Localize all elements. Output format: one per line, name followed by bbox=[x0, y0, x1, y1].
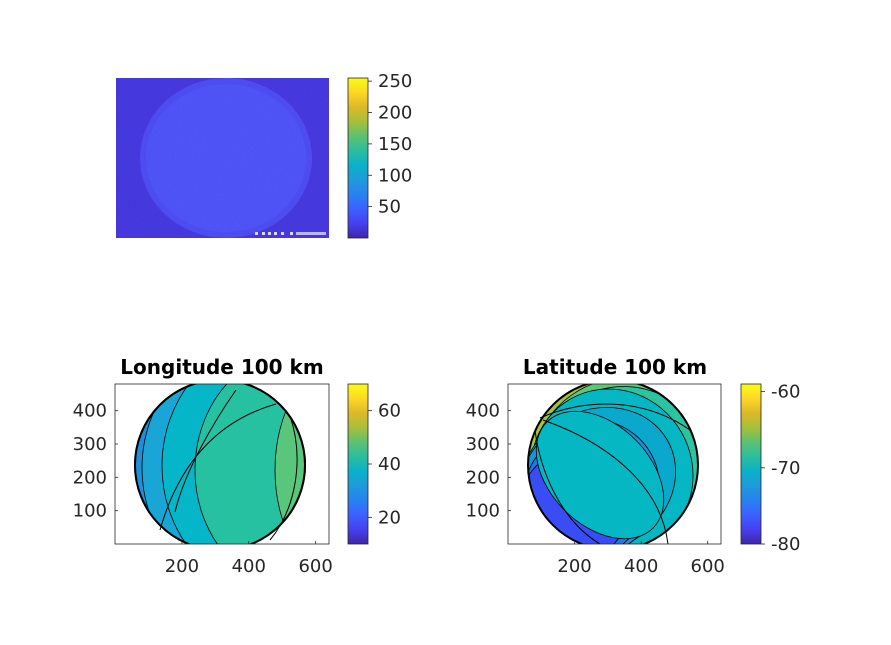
x-tick-label: 400 bbox=[624, 556, 658, 577]
y-tick-label: 400 bbox=[466, 401, 500, 422]
y-tick-label: 100 bbox=[73, 501, 107, 522]
colorbar-tick-label: 20 bbox=[378, 507, 401, 528]
colorbar-tick-label: 250 bbox=[378, 71, 412, 92]
latitude-colorbar: -60 -70 -80 bbox=[740, 382, 800, 555]
colorbar-tick-label: 150 bbox=[378, 134, 412, 155]
y-tick-label: 400 bbox=[73, 401, 107, 422]
image-noise bbox=[116, 78, 329, 238]
longitude-contour bbox=[159, 403, 277, 531]
colorbar-tick-label: 100 bbox=[378, 165, 412, 186]
latitude-panel: Latitude 100 km 200 400 600 100 200 300 400 -6… bbox=[466, 355, 801, 577]
colorbar-tick-label: -80 bbox=[771, 534, 800, 555]
x-tick-label: 600 bbox=[298, 556, 332, 577]
latitude-disc-rim bbox=[527, 384, 699, 544]
x-tick-label: 400 bbox=[232, 556, 266, 577]
longitude-disc-rim bbox=[134, 384, 306, 544]
latitude-contour bbox=[542, 419, 669, 544]
image-overlay-text bbox=[255, 232, 326, 235]
latitude-contour bbox=[539, 403, 691, 431]
colorbar-tick-label: 40 bbox=[378, 454, 401, 475]
x-tick-label: 200 bbox=[165, 556, 199, 577]
y-tick-label: 300 bbox=[73, 434, 107, 455]
x-tick-label: 200 bbox=[557, 556, 591, 577]
colorbar-gradient bbox=[348, 78, 368, 238]
colorbar-tick-label: 50 bbox=[378, 197, 401, 218]
y-tick-label: 300 bbox=[466, 434, 500, 455]
longitude-contour bbox=[269, 415, 298, 541]
latitude-axes bbox=[507, 383, 722, 545]
longitude-contour bbox=[174, 389, 237, 513]
colorbar-tick-label: 200 bbox=[378, 103, 412, 124]
y-tick-label: 200 bbox=[466, 467, 500, 488]
longitude-band bbox=[274, 384, 305, 544]
colorbar-tick-label: -60 bbox=[771, 382, 800, 403]
y-tick-label: 200 bbox=[73, 467, 107, 488]
longitude-panel: Longitude 100 km 200 400 600 100 200 300 400 2… bbox=[73, 355, 425, 580]
longitude-colorbar: 20 40 60 bbox=[347, 383, 401, 545]
raw-image-colorbar: 50 100 150 200 250 bbox=[347, 71, 412, 239]
longitude-band bbox=[315, 360, 425, 580]
colorbar-tick-label: 60 bbox=[378, 401, 401, 422]
colorbar-tick-label: -70 bbox=[771, 458, 800, 479]
y-tick-label: 100 bbox=[466, 501, 500, 522]
latitude-contour bbox=[534, 429, 601, 544]
latitude-title: Latitude 100 km bbox=[523, 355, 707, 379]
longitude-title: Longitude 100 km bbox=[120, 355, 323, 379]
longitude-axes bbox=[114, 383, 330, 545]
x-tick-label: 600 bbox=[691, 556, 725, 577]
raw-image-panel: 50 100 150 200 250 bbox=[116, 71, 412, 239]
